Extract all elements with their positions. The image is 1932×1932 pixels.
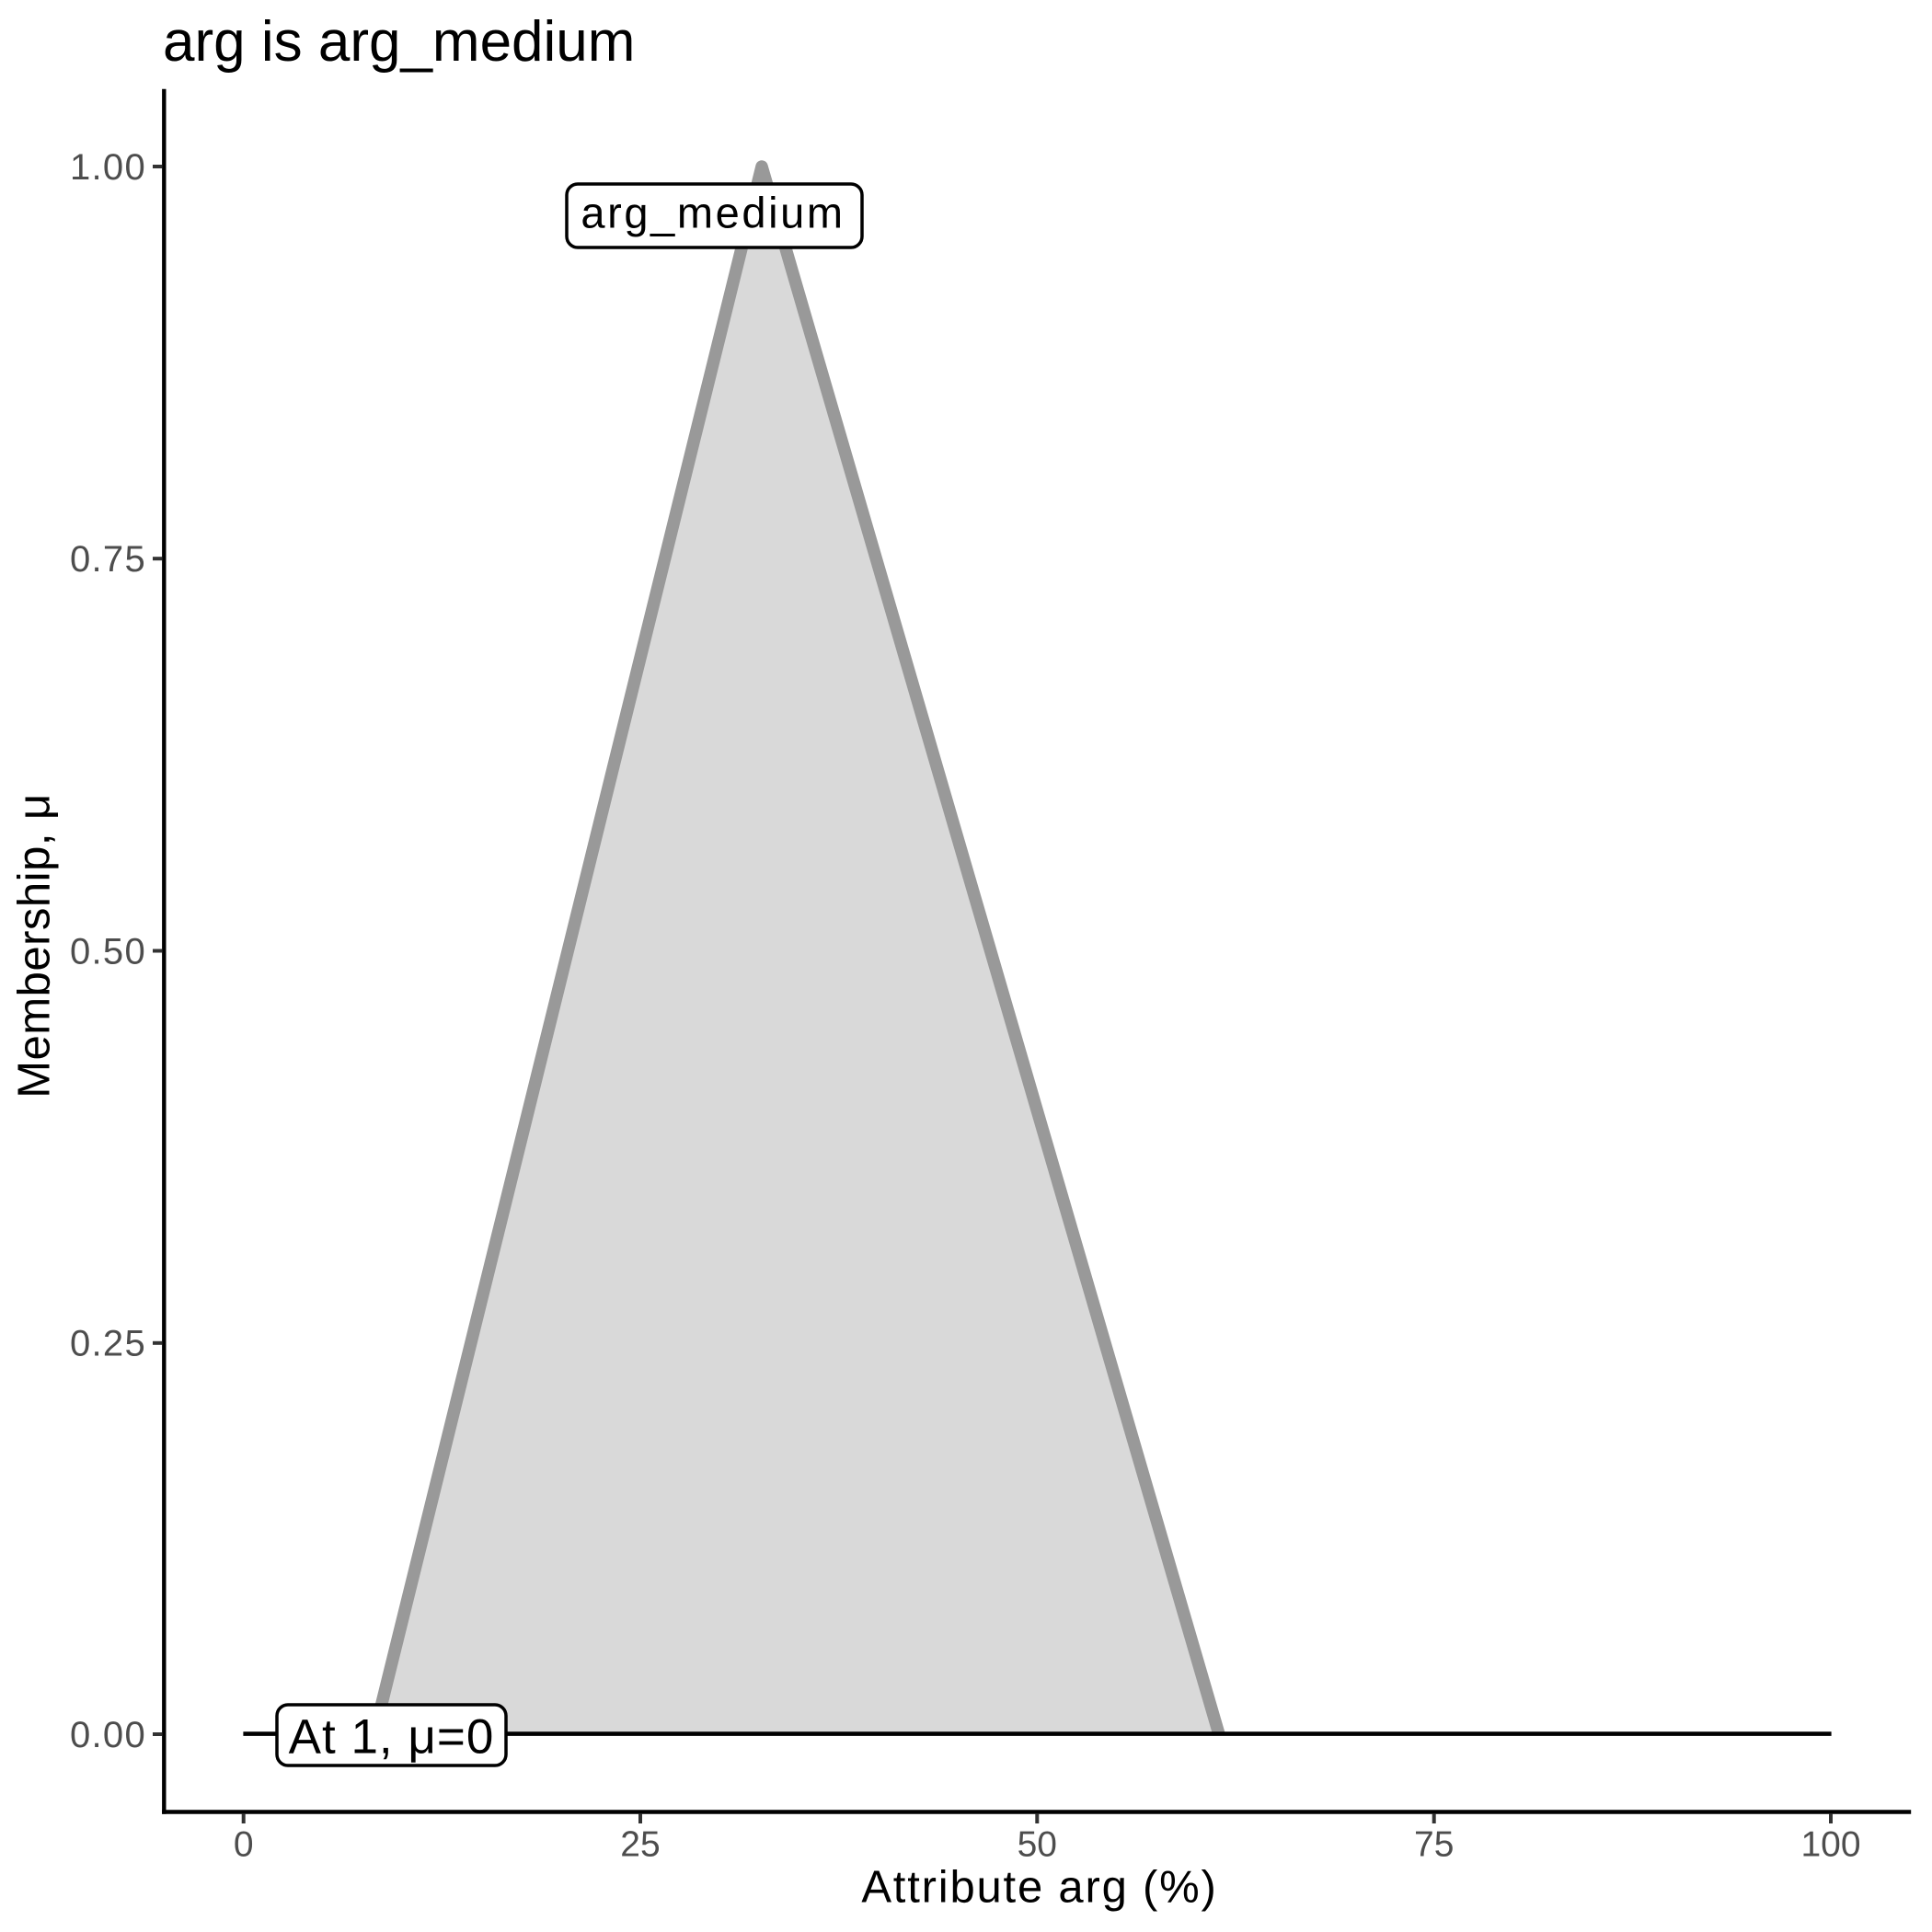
svg-text:0.75: 0.75 [70, 539, 146, 580]
svg-text:arg_medium: arg_medium [581, 189, 845, 237]
svg-text:50: 50 [1018, 1825, 1057, 1865]
svg-text:Membership, μ: Membership, μ [10, 793, 60, 1098]
svg-text:At 1, μ=0: At 1, μ=0 [289, 1710, 495, 1765]
svg-text:Attribute arg (%): Attribute arg (%) [861, 1863, 1217, 1913]
svg-text:1.00: 1.00 [70, 147, 146, 188]
svg-text:0: 0 [234, 1825, 254, 1865]
svg-text:0.25: 0.25 [70, 1324, 146, 1364]
svg-text:0.50: 0.50 [70, 931, 146, 972]
svg-text:75: 75 [1414, 1825, 1454, 1865]
svg-text:25: 25 [620, 1825, 660, 1865]
svg-text:100: 100 [1800, 1825, 1860, 1865]
svg-text:0.00: 0.00 [70, 1715, 146, 1755]
svg-text:arg is arg_medium: arg is arg_medium [163, 10, 635, 74]
